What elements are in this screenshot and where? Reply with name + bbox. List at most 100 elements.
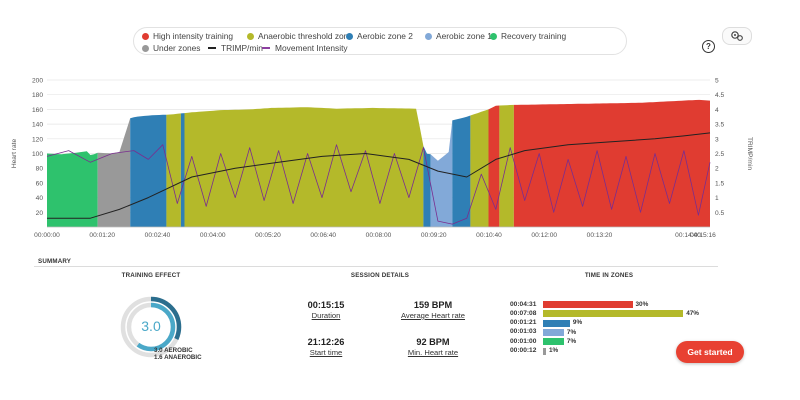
zone-time: 00:01:03: [510, 328, 537, 336]
y-axis-label: Heart rate: [11, 139, 18, 169]
legend-label: Movement Intensity: [275, 43, 348, 53]
zone-areas: [47, 99, 710, 227]
zone-area: [488, 105, 500, 227]
y2-tick-label: 4.5: [715, 92, 724, 99]
zone-area: [452, 115, 471, 227]
x-tick-label: 00:09:20: [421, 232, 447, 239]
help-icon: ?: [706, 42, 711, 51]
aerobic-label: 3.0 AEROBIC: [154, 347, 193, 354]
chart-lines: [46, 132, 711, 225]
chart-legend: High intensity training Anaerobic thresho…: [133, 27, 627, 55]
zone-percent: 30%: [635, 300, 649, 308]
legend-label: High intensity training: [153, 31, 234, 41]
y2-tick-label: 5: [715, 78, 719, 85]
dot-swatch-icon: [490, 32, 497, 40]
y-tick-label: 160: [32, 107, 43, 114]
zone-time: 00:01:00: [510, 337, 537, 345]
x-tick-label: 00:15:16: [690, 232, 716, 239]
zone-time: 00:01:21: [510, 319, 537, 327]
zone-area: [423, 146, 431, 227]
training-effect-value: 3.0: [141, 318, 161, 334]
zone-area: [499, 104, 514, 227]
y2-tick-label: 0.5: [715, 210, 724, 217]
y-tick-label: 80: [36, 166, 44, 173]
zone-area: [97, 118, 131, 227]
aerobic-arc: [126, 302, 176, 352]
zone-bar: [543, 328, 564, 336]
start-time-label[interactable]: Start time: [309, 348, 343, 357]
y2-tick-label: 3: [715, 136, 719, 143]
session-details-header: SESSION DETAILS: [350, 272, 410, 279]
zone-bar: [543, 319, 570, 327]
legend-item[interactable]: Movement Intensity: [262, 43, 348, 53]
y2-tick-label: 4: [715, 107, 719, 114]
legend-item[interactable]: Aerobic zone 2: [346, 31, 413, 41]
zone-area: [470, 109, 489, 227]
legend-item[interactable]: Aerobic zone 1: [425, 31, 492, 41]
dot-swatch-icon: [247, 32, 254, 40]
y2-tick-label: 1: [715, 195, 719, 202]
zone-bar: [543, 347, 546, 355]
legend-item[interactable]: TRIMP/min: [208, 43, 263, 53]
zone-percent: 9%: [572, 319, 583, 327]
legend-label: Anaerobic threshold zone: [258, 31, 353, 41]
y2-tick-label: 2: [715, 166, 719, 173]
x-tick-label: 00:01:20: [89, 232, 115, 239]
duration-value: 00:15:15: [307, 300, 345, 310]
zone-time: 00:04:31: [510, 300, 537, 308]
legend-item[interactable]: Anaerobic threshold zone: [247, 31, 353, 41]
trimp-line: [47, 132, 711, 219]
x-tick-label: 00:02:40: [145, 232, 171, 239]
training-effect-header: TRAINING EFFECT: [121, 272, 181, 279]
zone-area: [180, 113, 185, 227]
training-effect-ring: [120, 296, 182, 358]
min-heart-rate-label[interactable]: Min. Heart rate: [407, 348, 459, 357]
average-heart-rate-label[interactable]: Average Heart rate: [400, 311, 466, 320]
zone-percent: 47%: [686, 310, 699, 317]
zone-area: [166, 113, 181, 227]
summary-divider: [34, 266, 718, 267]
dot-swatch-icon: [142, 44, 149, 52]
legend-label: Recovery training: [501, 31, 567, 41]
zone-bar: [543, 338, 564, 346]
legend-item[interactable]: High intensity training: [142, 31, 233, 41]
anaerobic-label: 1.6 ANAEROBIC: [154, 354, 202, 361]
x-tick-label: 00:13:20: [587, 232, 613, 239]
start-time-value: 21:12:26: [307, 337, 345, 347]
y2-axis-label: TRIMP/min: [746, 137, 753, 170]
duration-label[interactable]: Duration: [311, 311, 341, 320]
x-tick-label: 00:00:00: [34, 232, 60, 239]
movement-intensity-line: [46, 144, 711, 225]
y-tick-label: 140: [32, 122, 43, 129]
dot-swatch-icon: [142, 32, 149, 40]
dot-swatch-icon: [425, 32, 432, 40]
x-tick-label: 00:05:20: [255, 232, 281, 239]
y2-tick-label: 2.5: [715, 151, 724, 158]
zone-area: [130, 114, 167, 227]
help-button[interactable]: ?: [702, 40, 715, 53]
zone-bar: [543, 310, 684, 318]
zone-bar: [543, 301, 633, 308]
x-tick-label: 00:14:40: [675, 232, 701, 239]
zone-area: [47, 151, 98, 227]
settings-button[interactable]: [722, 27, 752, 45]
y2-tick-label: 3.5: [715, 122, 724, 129]
legend-item[interactable]: Under zones: [142, 43, 201, 53]
y-tick-label: 60: [36, 180, 44, 187]
y-tick-label: 100: [32, 151, 43, 158]
zone-percent: 7%: [566, 328, 577, 336]
y-tick-label: 20: [36, 210, 44, 217]
legend-label: Aerobic zone 1: [436, 31, 492, 41]
zone-percent: 7%: [566, 337, 577, 345]
gears-icon: [731, 31, 743, 41]
x-tick-label: 00:04:00: [200, 232, 226, 239]
zone-percent: 1%: [549, 347, 559, 355]
summary-title: SUMMARY: [38, 258, 72, 265]
y-tick-label: 120: [32, 136, 43, 143]
get-started-button[interactable]: Get started: [676, 341, 744, 363]
legend-label: Under zones: [153, 43, 201, 53]
line-swatch-icon: [208, 47, 216, 49]
average-heart-rate-value: 159 BPM: [413, 300, 453, 310]
legend-item[interactable]: Recovery training: [490, 31, 566, 41]
